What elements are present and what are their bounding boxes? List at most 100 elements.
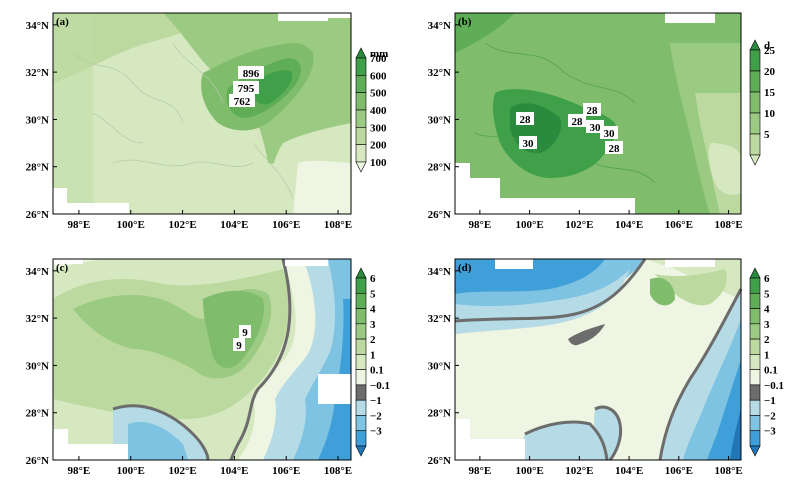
colorbar-tick-label: 5 bbox=[370, 288, 376, 300]
lat-tick-label: 28°N bbox=[428, 408, 451, 420]
lat-tick-label: 28°N bbox=[26, 408, 49, 420]
panel-b: (b) 28 28 28 30 30 28 30 bbox=[454, 12, 742, 215]
colorbar-segment bbox=[749, 70, 761, 93]
colorbar-tick-label: 5 bbox=[764, 129, 770, 141]
colorbar-tick-label: 700 bbox=[370, 53, 387, 65]
panel-d: (d) bbox=[454, 258, 743, 461]
panel-a-annotations: 896 795 762 bbox=[229, 66, 264, 108]
colorbar-segment bbox=[355, 144, 367, 163]
colorbar-segment bbox=[749, 308, 761, 325]
colorbar-unit-label: mm bbox=[370, 48, 388, 60]
lon-tick-label: 108°E bbox=[714, 465, 742, 477]
colorbar-segment bbox=[355, 399, 367, 416]
colorbar-segment bbox=[749, 91, 761, 114]
colorbar-segment bbox=[749, 415, 761, 432]
colorbar-tick-label: 600 bbox=[370, 70, 387, 82]
colorbar-segment bbox=[749, 133, 761, 156]
colorbar-bottom-arrow bbox=[355, 445, 367, 457]
annotation-b-28-south: 28 bbox=[609, 143, 621, 155]
colorbar-tick-label: 6 bbox=[764, 273, 770, 285]
lat-tick-label: 26°N bbox=[428, 209, 451, 221]
lon-tick-label: 100°E bbox=[515, 219, 543, 231]
colorbar-bottom-arrow bbox=[749, 154, 761, 166]
colorbar-segment bbox=[749, 399, 761, 416]
lon-tick-label: 108°E bbox=[714, 219, 742, 231]
colorbar-bottom-arrow bbox=[749, 445, 761, 457]
colorbar-tick-label: 15 bbox=[764, 87, 776, 99]
lon-tick-label: 104°E bbox=[220, 219, 248, 231]
colorbar-segment bbox=[749, 354, 761, 370]
colorbar-tick-label: 25 bbox=[764, 45, 776, 57]
lon-tick-label: 100°E bbox=[117, 219, 145, 231]
panel-a-label: (a) bbox=[56, 16, 69, 28]
lat-tick-label: 34°N bbox=[428, 266, 451, 278]
colorbar-segment bbox=[749, 430, 761, 447]
colorbar-tick-label: 3 bbox=[764, 319, 770, 331]
colorbar-tick-label: 1 bbox=[370, 349, 376, 361]
colorbar-segment bbox=[355, 415, 367, 432]
annotation-b-28-west: 28 bbox=[520, 114, 532, 126]
colorbar-tick-label: 1 bbox=[764, 349, 770, 361]
lon-tick-label: 108°E bbox=[324, 219, 352, 231]
colorbar-segment bbox=[355, 109, 367, 128]
colorbar-tick-label: 0.1 bbox=[764, 365, 778, 377]
colorbar-segment bbox=[355, 127, 367, 145]
lat-tick-label: 32°N bbox=[428, 67, 451, 79]
lon-tick-label: 98°E bbox=[68, 219, 91, 231]
lon-tick-label: 108°E bbox=[324, 465, 352, 477]
colorbar-tick-label: 300 bbox=[370, 122, 387, 134]
annotation-b-28-north: 28 bbox=[587, 105, 599, 117]
lat-tick-label: 26°N bbox=[428, 455, 451, 467]
panel-c-label: (c) bbox=[56, 262, 69, 274]
panel-a: (a) 896 795 762 bbox=[52, 12, 352, 215]
lat-tick-label: 32°N bbox=[428, 313, 451, 325]
colorbar-segment bbox=[749, 49, 761, 72]
colorbar-segment bbox=[749, 338, 761, 355]
lon-tick-label: 104°E bbox=[220, 465, 248, 477]
colorbar-top-arrow bbox=[749, 267, 761, 279]
colorbar-bottom-arrow bbox=[355, 161, 367, 173]
panel-c-annotations: 9 9 bbox=[233, 325, 251, 352]
lon-tick-label: 98°E bbox=[68, 465, 91, 477]
colorbar-tick-label: −0.1 bbox=[764, 380, 784, 392]
colorbar-segment bbox=[355, 354, 367, 370]
colorbar-tick-label: 2 bbox=[764, 334, 770, 346]
axis-labels: 98°E 100°E 102°E 104°E 106°E 108°E 34°N 32°N 30°… bbox=[26, 20, 743, 477]
panel-b-frame bbox=[454, 12, 742, 215]
colorbar-segment bbox=[749, 323, 761, 340]
colorbar-tick-label: 100 bbox=[370, 157, 387, 169]
lat-tick-label: 34°N bbox=[26, 20, 49, 32]
annotation-a-795: 795 bbox=[238, 83, 255, 95]
lat-tick-label: 30°N bbox=[26, 114, 49, 126]
panel-d-label: (d) bbox=[458, 262, 472, 274]
colorbar-tick-label: 4 bbox=[370, 304, 376, 316]
colorbar-segment bbox=[749, 292, 761, 309]
lon-tick-label: 98°E bbox=[468, 465, 491, 477]
colorbar-top-arrow bbox=[355, 47, 367, 59]
colorbar-tick-label: 400 bbox=[370, 105, 387, 117]
lat-tick-label: 26°N bbox=[26, 209, 49, 221]
annotation-b-28-east: 30 bbox=[590, 122, 602, 134]
lon-tick-label: 100°E bbox=[117, 465, 145, 477]
lon-tick-label: 102°E bbox=[168, 465, 196, 477]
colorbar-tick-label: 0.1 bbox=[370, 365, 384, 377]
colorbar-segment bbox=[355, 75, 367, 93]
colorbar-segment bbox=[749, 112, 761, 135]
lat-tick-label: 32°N bbox=[26, 67, 49, 79]
lon-tick-label: 102°E bbox=[565, 465, 593, 477]
lat-tick-label: 30°N bbox=[428, 114, 451, 126]
colorbar-tick-label: 2 bbox=[370, 334, 376, 346]
colorbar-unit-label: d bbox=[764, 40, 770, 52]
panel-c: (c) 9 9 bbox=[52, 258, 352, 461]
annotation-c-9-lower: 9 bbox=[236, 340, 242, 352]
colorbar-segment bbox=[749, 384, 761, 401]
colorbar-segment bbox=[749, 277, 761, 294]
annotation-b-28-center: 28 bbox=[572, 116, 584, 128]
panel-b-label: (b) bbox=[458, 16, 472, 28]
colorbar-top-arrow bbox=[355, 267, 367, 279]
panel-c-map bbox=[53, 258, 351, 461]
colorbar-segment bbox=[355, 323, 367, 340]
panel-d-map bbox=[454, 258, 743, 461]
